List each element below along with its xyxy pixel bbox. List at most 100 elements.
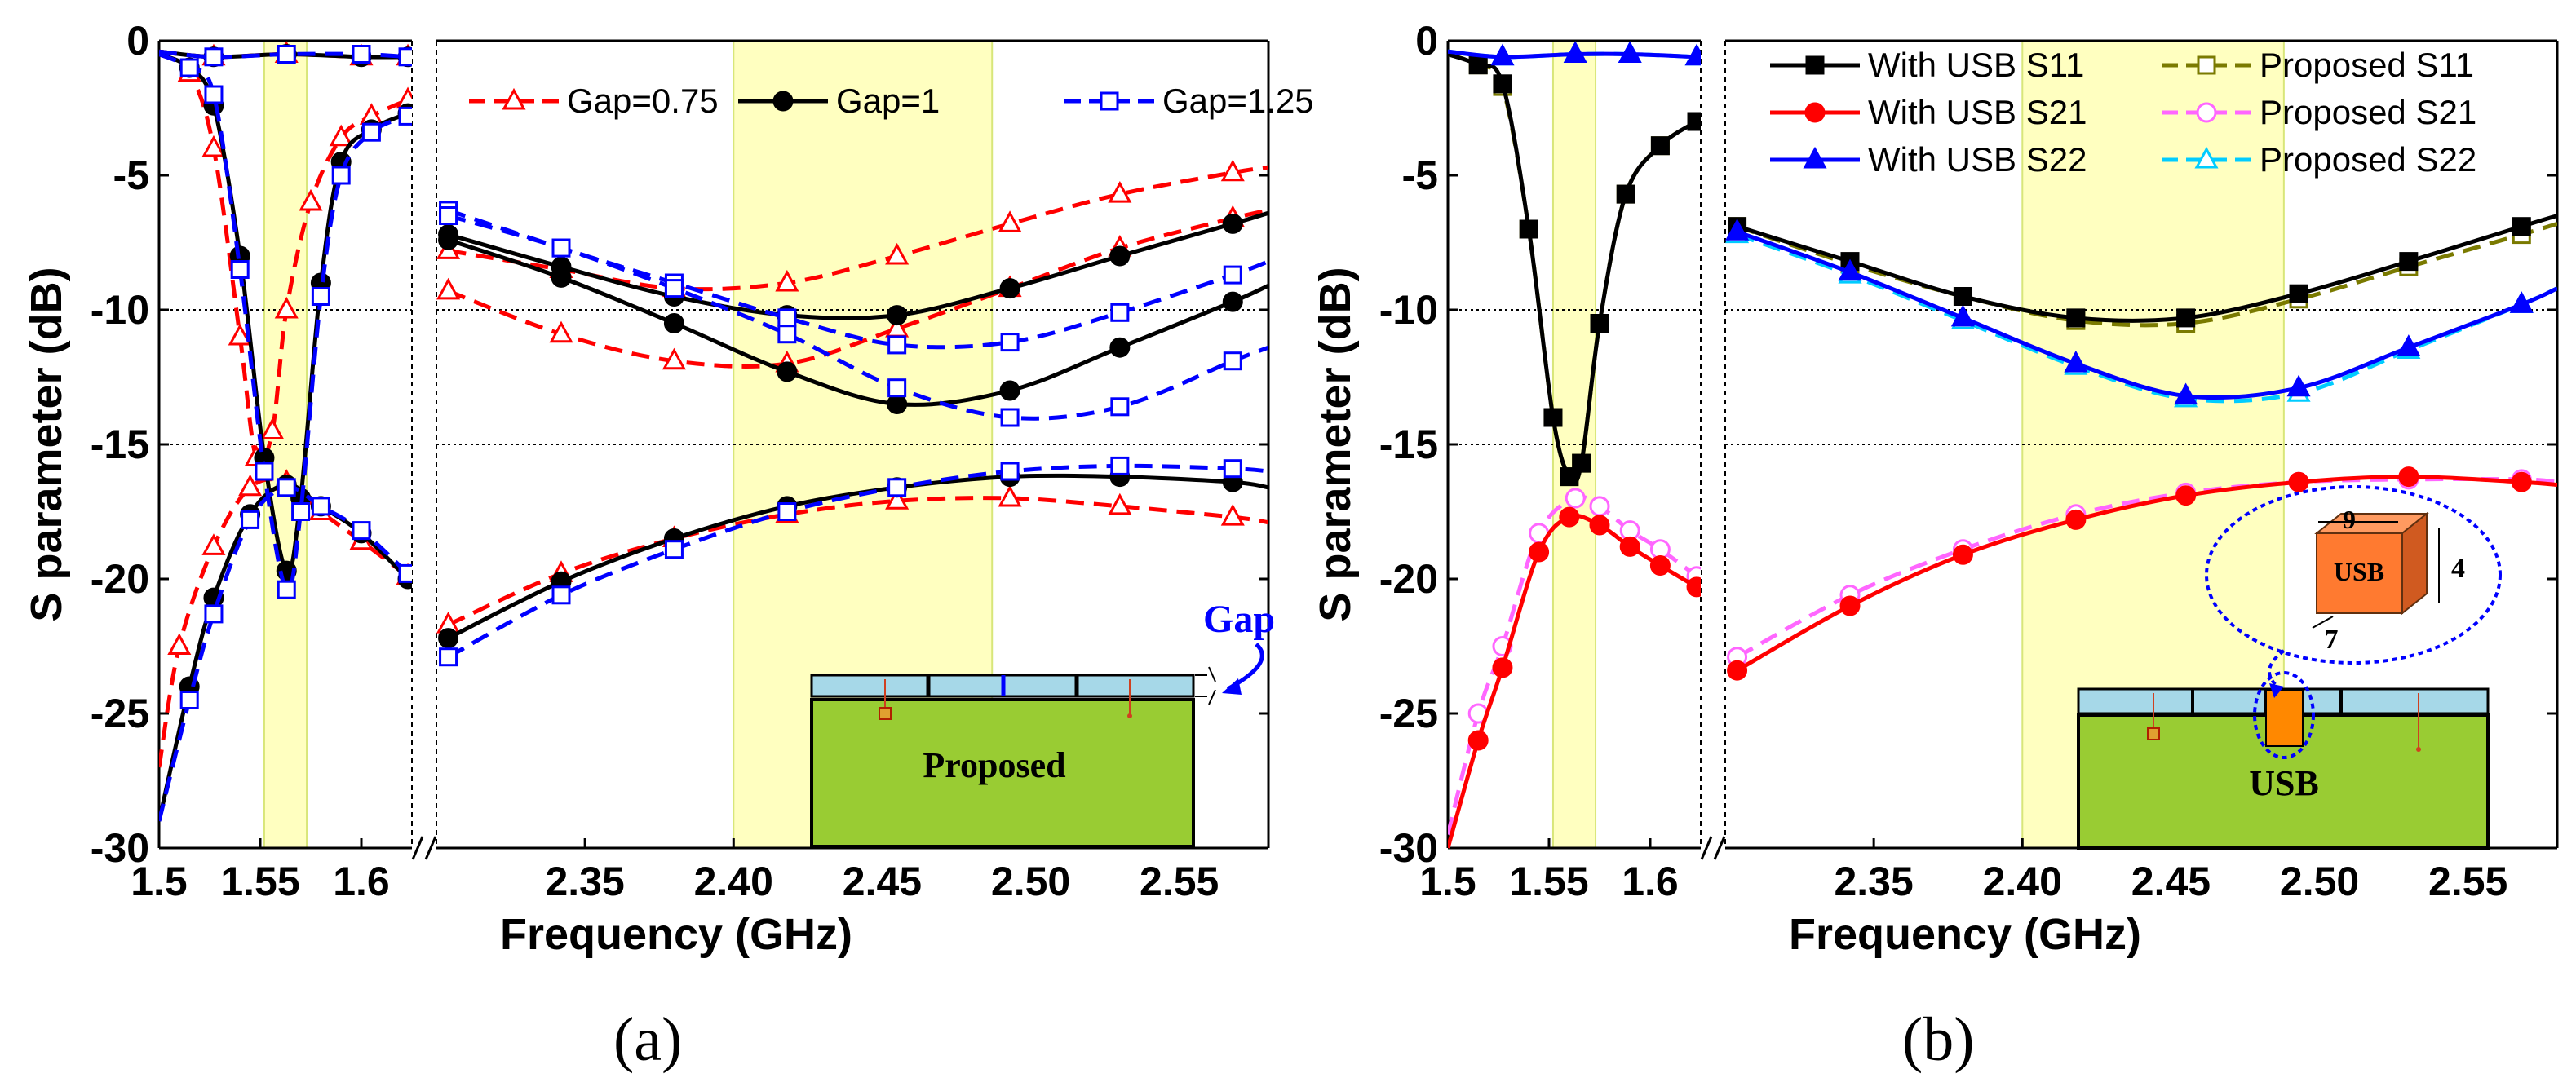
data-point bbox=[2064, 350, 2088, 373]
data-point bbox=[228, 323, 252, 346]
feed-port bbox=[2147, 727, 2160, 740]
data-point bbox=[1619, 536, 1640, 557]
data-point bbox=[2176, 308, 2196, 328]
panel-a: 0 -5 -10 -15 -20 -25 -301.5 1.55 1.6 2.35 2.40 2.45… bbox=[22, 18, 1314, 1074]
data-point bbox=[201, 533, 226, 555]
series-gap-1-25-s21 bbox=[159, 478, 412, 822]
legend: With USB S11 With USB S21 With USB S22 Prop… bbox=[1770, 46, 2476, 179]
legend-label: Gap=1 bbox=[836, 82, 940, 120]
series-with-usb-s21 bbox=[1448, 506, 1701, 849]
data-point bbox=[179, 58, 199, 77]
legend-marker bbox=[1803, 146, 1827, 169]
usb-side-face bbox=[2401, 511, 2428, 616]
data-point bbox=[204, 604, 224, 624]
x-tick-label: 1.5 bbox=[131, 859, 188, 904]
data-point bbox=[1952, 544, 1973, 565]
inset-label: Proposed bbox=[923, 745, 1065, 785]
data-point bbox=[1109, 245, 1131, 267]
data-point bbox=[277, 580, 296, 599]
axis-break-mark bbox=[411, 836, 437, 860]
data-point bbox=[2511, 471, 2532, 492]
data-point bbox=[291, 502, 311, 521]
data-point bbox=[1565, 488, 1586, 509]
data-point bbox=[1650, 136, 1670, 156]
data-point bbox=[277, 45, 296, 64]
series-with-usb-s22 bbox=[1725, 219, 2557, 405]
data-point bbox=[885, 488, 910, 510]
data-point bbox=[1589, 496, 1610, 517]
dim-label-4: 4 bbox=[2451, 554, 2465, 584]
legend-marker bbox=[1805, 55, 1825, 75]
data-point bbox=[201, 135, 226, 157]
data-point bbox=[777, 308, 797, 328]
series-line bbox=[1736, 222, 2557, 328]
x-tick-label: 2.55 bbox=[1140, 859, 1219, 904]
usb-highlight bbox=[2253, 671, 2315, 759]
axis-break-stroke bbox=[1713, 836, 1726, 860]
x-tick-label: 2.45 bbox=[843, 859, 922, 904]
data-point bbox=[2066, 308, 2086, 328]
data-point bbox=[1108, 180, 1132, 203]
data-point bbox=[2174, 382, 2198, 405]
data-point bbox=[361, 122, 381, 142]
data-point bbox=[179, 691, 199, 709]
legend-marker bbox=[2194, 146, 2219, 169]
data-point bbox=[1468, 55, 1488, 75]
y-tick-label: -5 bbox=[1402, 152, 1438, 198]
data-point bbox=[663, 313, 684, 333]
data-point bbox=[2509, 291, 2534, 313]
data-point bbox=[438, 229, 459, 250]
data-point bbox=[230, 260, 250, 279]
series-gap-1-25-s22 bbox=[159, 45, 412, 67]
data-point bbox=[1838, 258, 1862, 281]
data-point bbox=[1222, 213, 1243, 234]
data-point bbox=[329, 124, 353, 147]
y-axis-label: S parameter (dB) bbox=[1311, 267, 1360, 621]
data-point bbox=[1223, 351, 1242, 371]
data-point bbox=[664, 540, 684, 559]
x-tick-label: 1.55 bbox=[220, 859, 299, 904]
zoom-arrowhead bbox=[2269, 683, 2284, 698]
data-point bbox=[238, 474, 263, 497]
panel-b: 0 -5 -10 -15 -20 -25 -301.5 1.55 1.6 2.35 2.40 2.45… bbox=[1311, 18, 2559, 1074]
data-point bbox=[1109, 337, 1131, 358]
series-with-usb-s11 bbox=[1728, 214, 2557, 328]
data-point bbox=[777, 361, 798, 382]
data-point bbox=[1492, 657, 1513, 678]
data-point bbox=[1493, 74, 1512, 94]
data-point bbox=[352, 45, 371, 64]
data-point bbox=[887, 478, 907, 497]
x-tick-label: 2.50 bbox=[991, 859, 1070, 904]
legend-marker bbox=[2196, 102, 2217, 123]
data-point bbox=[1727, 660, 1748, 681]
data-point bbox=[1618, 41, 1642, 63]
legend-marker bbox=[1100, 91, 1119, 111]
data-point bbox=[274, 296, 299, 319]
y-tick-label: -20 bbox=[1379, 556, 1438, 602]
x-tick-label: 1.6 bbox=[1622, 859, 1679, 904]
series-with-usb-s11 bbox=[1448, 52, 1701, 487]
data-point bbox=[551, 267, 572, 288]
data-point bbox=[2175, 485, 2197, 506]
x-axis-label: Frequency (GHz) bbox=[1789, 910, 2141, 959]
x-tick-label: 2.40 bbox=[694, 859, 773, 904]
data-point bbox=[2397, 334, 2421, 356]
data-point bbox=[1543, 408, 1563, 427]
data-point bbox=[664, 279, 684, 298]
axis-break-stroke bbox=[424, 836, 437, 860]
data-point bbox=[551, 238, 571, 258]
data-point bbox=[887, 394, 908, 414]
data-point bbox=[2289, 284, 2308, 303]
via-dot bbox=[2416, 747, 2421, 752]
data-point bbox=[1953, 287, 1972, 306]
y-tick-label: -30 bbox=[91, 825, 149, 871]
data-point bbox=[1000, 333, 1020, 352]
data-point bbox=[1563, 41, 1587, 63]
data-point bbox=[887, 335, 907, 355]
dim-arrow bbox=[1208, 666, 1216, 705]
legend-item: Gap=1.25 bbox=[1064, 82, 1314, 120]
data-point bbox=[398, 47, 412, 67]
data-point bbox=[1529, 541, 1550, 563]
y-tick-label: 0 bbox=[126, 18, 149, 64]
substrate bbox=[810, 698, 1195, 848]
